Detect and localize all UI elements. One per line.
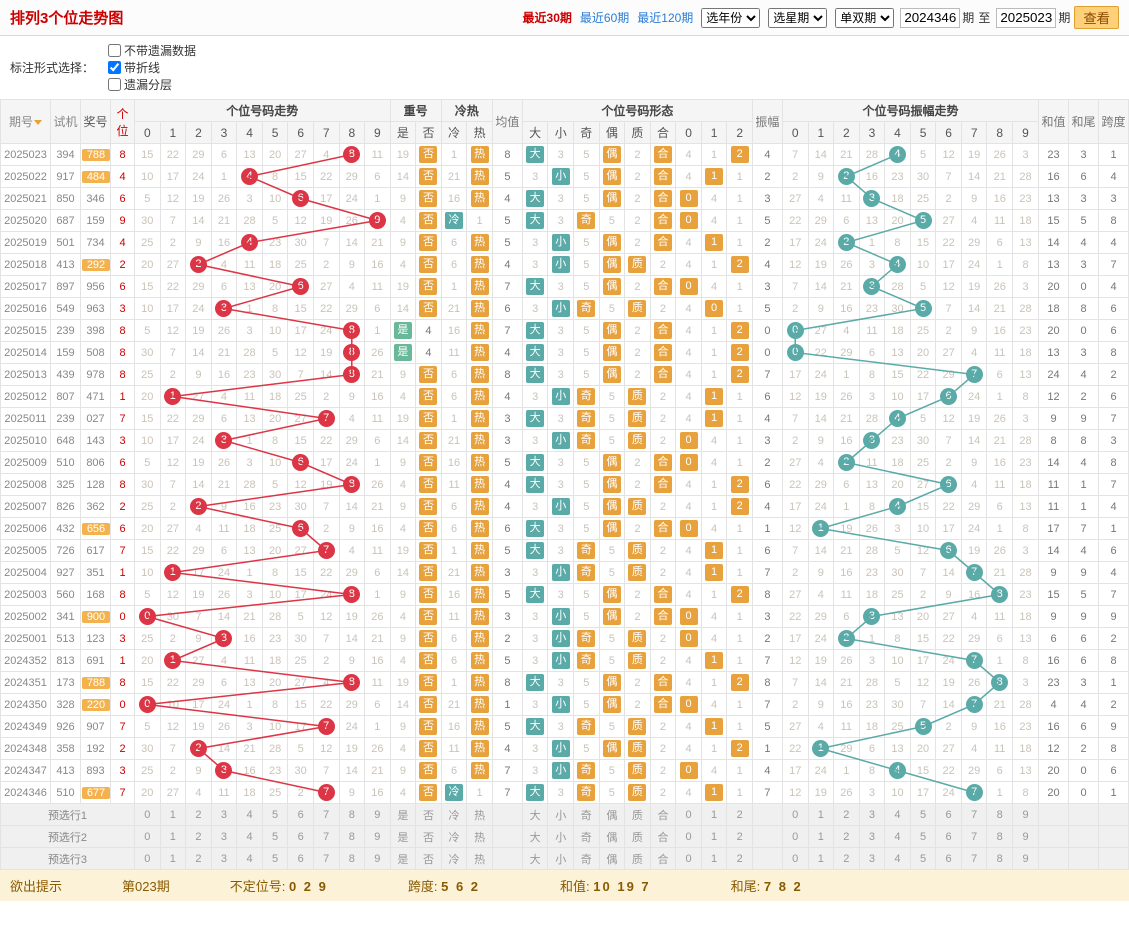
view-button[interactable]: 查看 (1074, 6, 1119, 29)
table-row: 202500572661771522296132027741119否1热5大3奇… (1, 540, 1129, 562)
table-row: 2025001513123325293162330714219否6热23小奇5质… (1, 628, 1129, 650)
forecast-row: 预选行30123456789是否冷热大小奇偶质合0120123456789 (1, 848, 1129, 870)
period-from-input[interactable] (900, 8, 960, 28)
table-row: 2025021850346651219263106172419否16热4大35偶… (1, 188, 1129, 210)
option-checkbox[interactable]: 带折线 (108, 59, 196, 76)
table-row: 2025007826362225229162330714219否6热43小5偶质… (1, 496, 1129, 518)
period-links: 最近30期最近60期最近120期 (519, 9, 698, 26)
filter-select[interactable]: 选星期 (768, 8, 827, 28)
table-row: 20250049273511101172418152229614否21热33小奇… (1, 562, 1129, 584)
table-row: 20243483581922307214212851219264否11热43小5… (1, 738, 1129, 760)
table-row: 202501123902771522296132027741119否1热3大3奇… (1, 408, 1129, 430)
table-row: 202501789795661522296132062741119否1热7大35… (1, 276, 1129, 298)
table-row: 20250083251288307142128512198264否11热4大35… (1, 474, 1129, 496)
label: 期 (1058, 9, 1070, 26)
table-row: 2024352813691120127411182529164否6热53小奇5质… (1, 650, 1129, 672)
table-row: 202502339478881522296132027481119否1热8大35… (1, 144, 1129, 166)
table-row: 2025019501734425291642330714219否6热53小5偶2… (1, 232, 1129, 254)
table-row: 2025014159508830714212851219826是411热4大35… (1, 342, 1129, 364)
option-checkbox[interactable]: 不带遗漏数据 (108, 42, 196, 59)
label: 至 (978, 9, 990, 26)
option-checkbox[interactable]: 遗漏分层 (108, 76, 196, 93)
forecast-row: 预选行10123456789是否冷热大小奇偶质合0120123456789 (1, 804, 1129, 826)
filter-select[interactable]: 选年份 (701, 8, 760, 28)
chart-wrap: 期号 试机 奖号 个位 个位号码走势 重号 冷热 均值 个位号码形态 振幅 个位… (0, 99, 1129, 870)
table-row: 202501523939885121926310172481是416热7大35偶… (1, 320, 1129, 342)
table-row: 20250229174844101724148152229614否21热53小5… (1, 166, 1129, 188)
period-link[interactable]: 最近120期 (637, 11, 693, 25)
table-row: 202435117378881522296132027481119否1热8大35… (1, 672, 1129, 694)
table-row: 2025009510806651219263106172419否16热5大35偶… (1, 452, 1129, 474)
period-to-input[interactable] (996, 8, 1056, 28)
trend-table: 期号 试机 奖号 个位 个位号码走势 重号 冷热 均值 个位号码形态 振幅 个位… (0, 99, 1129, 870)
page-title: 排列3个位走势图 (10, 7, 123, 28)
period-link[interactable]: 最近60期 (580, 11, 629, 25)
period-link[interactable]: 最近30期 (523, 11, 572, 25)
footer-hint: 欲出提示 第023期 不定位号: 0 2 9跨度: 5 6 2和值: 10 19… (0, 870, 1129, 901)
table-row: 2024349926907751219263101772419否16热5大3奇5… (1, 716, 1129, 738)
table-row: 20250206871599307142128512192694否冷15大3奇5… (1, 210, 1129, 232)
table-row: 2024347413893325293162330714219否6热73小奇5质… (1, 760, 1129, 782)
table-row: 2024346510677720274111825279164否冷17大3奇5质… (1, 782, 1129, 804)
forecast-row: 预选行20123456789是否冷热大小奇偶质合0120123456789 (1, 826, 1129, 848)
table-row: 20250165499633101724318152229614否21热63小奇… (1, 298, 1129, 320)
table-row: 2025013439978825291623307148219否6热8大35偶2… (1, 364, 1129, 386)
table-row: 2025003560168851219263101724819否16热5大35偶… (1, 584, 1129, 606)
table-row: 2025006432656620274111825629164否6热6大35偶2… (1, 518, 1129, 540)
table-row: 20250106481433101724318152229614否21热33小奇… (1, 430, 1129, 452)
label: 期 (962, 9, 974, 26)
table-row: 2025012807471120127411182529164否6热43小奇5质… (1, 386, 1129, 408)
table-row: 20243503282200010172418152229614否21热13小5… (1, 694, 1129, 716)
filter-select[interactable]: 单双期 (835, 8, 894, 28)
table-row: 20250023419000030714212851219264否11热33小5… (1, 606, 1129, 628)
options-label: 标注形式选择： (10, 59, 94, 76)
table-row: 2025018413292220272411182529164否6热43小5偶质… (1, 254, 1129, 276)
